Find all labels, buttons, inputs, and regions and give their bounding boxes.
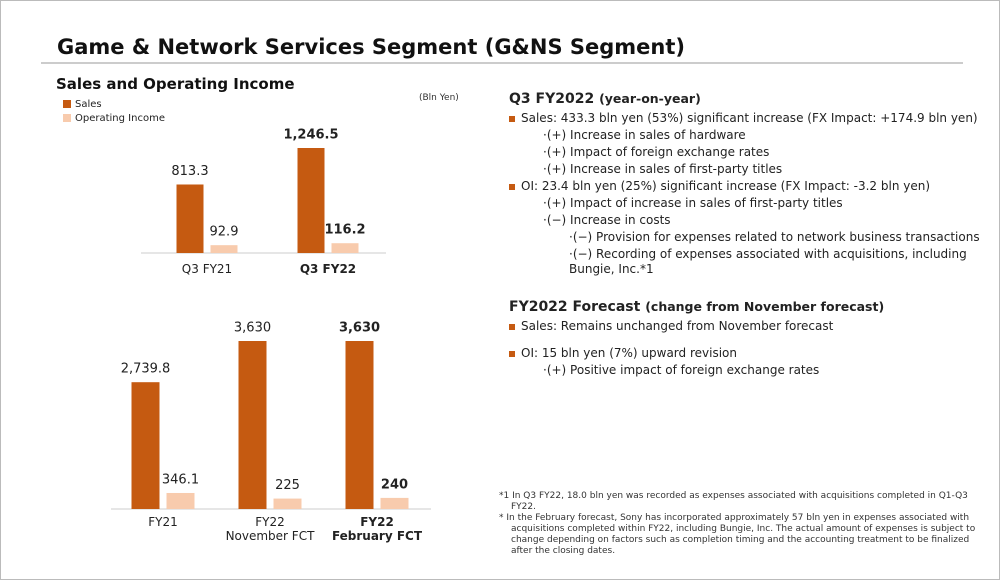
bar (331, 243, 359, 253)
heading-note: (year-on-year) (599, 91, 701, 106)
legend-swatch (63, 100, 71, 108)
legend-label: Sales (75, 99, 102, 110)
footnote: * In the February forecast, Sony has inc… (499, 513, 976, 556)
bullet-text: OI: 23.4 bln yen (25%) significant incre… (509, 179, 984, 194)
x-tick-label: FY21 (148, 515, 178, 529)
bar (166, 492, 195, 509)
section: FY2022 Forecast (change from November fo… (509, 299, 984, 378)
unit-label: (Bln Yen) (419, 93, 459, 103)
x-tick-label: Q3 FY22 (299, 262, 357, 276)
bar (210, 245, 238, 253)
bullet-text: OI: 15 bln yen (7%) upward revision (509, 346, 984, 361)
value-label: 3,630 (339, 321, 380, 336)
page-title: Game & Network Services Segment (G&NS Se… (57, 35, 685, 59)
section: Q3 FY2022 (year-on-year) Sales: 433.3 bln… (509, 91, 984, 277)
legend-label: Operating Income (75, 113, 165, 124)
heading: FY2022 Forecast (509, 299, 641, 315)
bar (297, 148, 325, 253)
value-label: 2,739.8 (121, 362, 171, 377)
bullet-text: ·(−) Provision for expenses related to n… (569, 230, 980, 244)
section-heading: FY2022 Forecast (change from November fo… (509, 299, 984, 315)
heading: Q3 FY2022 (509, 91, 595, 107)
bar (345, 341, 374, 509)
summary: Q3 FY2022 (year-on-year) Sales: 433.3 bln… (509, 91, 984, 400)
bullet-text: ·(+) Increase in sales of first-party ti… (543, 162, 783, 176)
value-label: 240 (381, 477, 408, 492)
value-label: 813.3 (171, 164, 208, 179)
value-label: 225 (275, 478, 300, 493)
bar (238, 341, 267, 509)
section-heading: Q3 FY2022 (year-on-year) (509, 91, 984, 107)
bar (131, 382, 160, 509)
value-label: 92.9 (210, 225, 239, 240)
x-tick-label: FY22 February FCT (331, 515, 423, 543)
bullet-text: ·(+) Increase in sales of hardware (543, 128, 746, 142)
heading-note: (change from November forecast) (645, 299, 885, 314)
footnote: *1 In Q3 FY22, 18.0 bln yen was recorded… (499, 491, 968, 512)
value-label: 116.2 (324, 223, 365, 238)
value-label: 1,246.5 (283, 128, 338, 143)
x-tick-label: FY22 November FCT (225, 515, 315, 543)
bullet-text: ·(+) Positive impact of foreign exchange… (543, 363, 820, 377)
bar (273, 498, 302, 509)
bullet-text: ·(+) Impact of foreign exchange rates (543, 145, 770, 159)
bullet-text: ·(+) Impact of increase in sales of firs… (543, 196, 843, 210)
bar (176, 184, 204, 253)
value-label: 3,630 (234, 321, 271, 336)
chart-heading: Sales and Operating Income (56, 75, 295, 93)
bullet-text: Sales: 433.3 bln yen (53%) significant i… (509, 111, 984, 126)
x-tick-label: Q3 FY21 (181, 262, 233, 276)
footnotes: *1 In Q3 FY22, 18.0 bln yen was recorded… (499, 491, 977, 557)
bullet-text: ·(−) Recording of expenses associated wi… (569, 247, 967, 276)
value-label: 346.1 (162, 472, 199, 487)
bar (380, 497, 409, 509)
bullet-text: ·(−) Increase in costs (543, 213, 671, 227)
bullet-text: Sales: Remains unchanged from November f… (509, 319, 984, 334)
legend-swatch (63, 114, 71, 122)
